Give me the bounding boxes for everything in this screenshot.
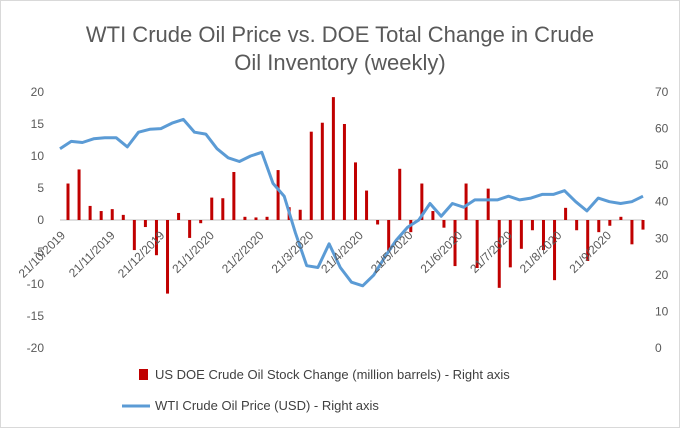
stock-change-bar: [619, 216, 623, 220]
stock-change-bar: [420, 183, 424, 220]
right-axis-tick-label: 40: [655, 195, 669, 209]
stock-change-bar: [354, 162, 357, 220]
stock-change-bar: [486, 188, 490, 220]
x-axis-tick-label: 21/7/2020: [467, 228, 515, 276]
stock-change-bar: [442, 220, 446, 228]
right-axis-tick-label: 60: [655, 122, 669, 136]
left-axis: 20 15 10 5 0 -5 -10 -15 -20: [27, 85, 45, 355]
price-line: [59, 117, 644, 288]
legend-bar-swatch: [139, 369, 148, 380]
bar-series: [66, 97, 645, 294]
left-axis-tick-label: -20: [27, 341, 45, 355]
stock-change-bar: [497, 220, 501, 288]
stock-change-bar: [309, 131, 313, 220]
stock-change-bar: [188, 220, 192, 238]
stock-change-bar: [320, 122, 324, 220]
stock-change-bar: [597, 220, 601, 233]
stock-change-bar: [110, 209, 114, 220]
stock-change-bar: [199, 220, 203, 224]
left-axis-tick-label: -15: [27, 309, 45, 323]
stock-change-bar: [608, 220, 612, 226]
stock-change-bar: [564, 207, 568, 220]
left-axis-tick-label: -5: [33, 245, 44, 259]
x-axis-tick-label: 21/11/2019: [66, 228, 118, 280]
left-axis-tick-label: 10: [31, 149, 45, 163]
stock-change-bar: [530, 220, 534, 231]
stock-change-bar: [553, 220, 557, 281]
stock-change-bar: [431, 211, 435, 220]
stock-change-bar: [243, 216, 247, 220]
left-axis-tick-label: 0: [37, 213, 44, 227]
chart-title-line-2: Oil Inventory (weekly): [234, 50, 446, 75]
stock-change-bar: [641, 220, 645, 230]
stock-change-bar: [508, 220, 512, 268]
stock-change-bar: [254, 217, 258, 220]
stock-change-bar: [143, 220, 147, 228]
stock-change-bar: [475, 220, 479, 268]
stock-change-bar: [132, 220, 136, 251]
stock-change-bar: [232, 172, 236, 220]
stock-change-bar: [298, 209, 302, 220]
stock-change-bar: [66, 183, 70, 220]
stock-change-bar: [453, 220, 457, 267]
stock-change-bar: [342, 124, 346, 220]
stock-change-bar: [331, 97, 335, 220]
stock-change-bar: [99, 211, 103, 220]
stock-change-bar: [365, 190, 369, 220]
stock-change-bar: [166, 220, 170, 294]
x-axis-tick-label: 21/8/2020: [517, 228, 565, 276]
stock-change-bar: [121, 214, 125, 220]
x-axis-tick-label: 21/3/2020: [269, 228, 317, 276]
right-axis: 70 60 50 40 30 20 10 0: [655, 85, 669, 355]
right-axis-tick-label: 0: [655, 341, 662, 355]
stock-change-bar: [541, 220, 545, 251]
x-axis-tick-label: 21/6/2020: [418, 228, 466, 276]
legend-line-label: WTI Crude Oil Price (USD) - Right axis: [155, 398, 379, 413]
right-axis-tick-label: 20: [655, 268, 669, 282]
right-axis-tick-label: 30: [655, 231, 669, 245]
left-axis-tick-label: 15: [31, 117, 45, 131]
stock-change-bar: [221, 198, 225, 220]
stock-change-bar: [464, 183, 468, 220]
stock-change-bar: [265, 216, 269, 220]
stock-change-bar: [398, 168, 402, 220]
stock-change-bar: [519, 220, 523, 249]
left-axis-tick-label: -10: [27, 277, 45, 291]
legend: US DOE Crude Oil Stock Change (million b…: [122, 367, 510, 413]
x-axis-tick-label: 21/1/2020: [169, 228, 217, 276]
stock-change-bar: [177, 212, 181, 220]
stock-change-bar: [387, 220, 391, 252]
x-axis-tick-label: 21/10/2019: [16, 228, 69, 281]
left-axis-tick-label: 5: [37, 181, 44, 195]
x-axis-tick-label: 21/5/2020: [368, 228, 416, 276]
right-axis-tick-label: 10: [655, 304, 669, 318]
chart-title-line-1: WTI Crude Oil Price vs. DOE Total Change…: [86, 22, 594, 47]
left-axis-tick-label: 20: [31, 85, 45, 99]
stock-change-bar: [575, 220, 579, 231]
right-axis-tick-label: 70: [655, 85, 669, 99]
x-axis-tick-label: 21/12/2019: [115, 228, 168, 281]
stock-change-bar: [630, 220, 634, 245]
legend-bar-label: US DOE Crude Oil Stock Change (million b…: [155, 367, 510, 382]
stock-change-bar: [586, 220, 590, 261]
stock-change-bar: [276, 170, 280, 220]
x-axis-tick-label: 21/2/2020: [219, 228, 267, 276]
stock-change-bar: [77, 169, 81, 220]
stock-change-bar: [88, 205, 92, 220]
x-axis-tick-label: 21/9/2020: [566, 228, 614, 276]
stock-change-bar: [210, 197, 214, 220]
stock-change-bar: [376, 220, 380, 225]
stock-change-bar: [154, 220, 158, 256]
right-axis-tick-label: 50: [655, 158, 669, 172]
